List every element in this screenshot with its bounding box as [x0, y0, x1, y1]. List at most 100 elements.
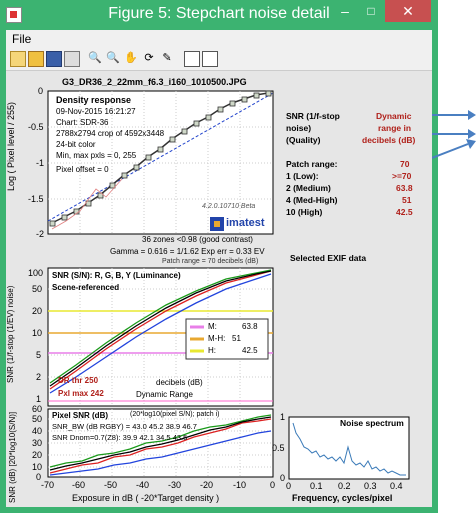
plot2-ytick-2: 20	[32, 306, 43, 316]
density-markers	[49, 90, 272, 227]
legend-h-label: H:	[208, 346, 216, 355]
open-icon[interactable]	[28, 51, 44, 67]
info-minmax: Min, max pxls = 0, 255	[56, 151, 137, 160]
pixel-snr-red	[49, 418, 272, 474]
plot2-dr-thr: DR thr 250	[58, 376, 99, 385]
spectrum-title: Noise spectrum	[340, 418, 404, 428]
zoom-in-icon[interactable]: 🔍	[88, 52, 102, 64]
info-date: 09-Nov-2015 16:21:27	[56, 107, 136, 116]
legend-icon[interactable]	[202, 51, 218, 67]
zoom-out-icon[interactable]: 🔍	[106, 52, 120, 64]
snr-red-curve	[49, 270, 272, 390]
info-crop: 2788x2794 crop of 4592x3448	[56, 129, 165, 138]
snr-table-col2-line3: decibels (dB)	[362, 135, 416, 145]
plot3-title: Pixel SNR (dB)	[52, 411, 109, 420]
plot3-ytick-6: 0	[36, 472, 42, 482]
arrow-head-1	[468, 110, 476, 120]
colorbar-icon[interactable]	[184, 51, 200, 67]
figure-svg	[47, 90, 410, 480]
figure-window: Figure 5: Stepchart noise detail – □ ✕ F…	[0, 0, 438, 513]
snr-table-col2-line2: range in	[378, 123, 412, 133]
arrow-line-3	[432, 143, 469, 159]
spectrum-xtick-4: 0.4	[390, 481, 403, 491]
menu-bar: File	[6, 30, 432, 48]
spectrum-ytick-1: 0.5	[272, 443, 285, 453]
plot3-xtick-4: -30	[168, 480, 182, 490]
pixel-snr-luminance	[49, 416, 272, 471]
noise-spectrum-curve	[292, 422, 406, 476]
title-bar[interactable]: Figure 5: Stepchart noise detail – □ ✕	[0, 0, 438, 30]
snr-table-col2-line1: Dynamic	[376, 111, 412, 121]
rotate-icon[interactable]: ⟳	[144, 52, 154, 64]
plot1-version: 4.2.0.10710 Beta	[202, 203, 256, 210]
plot1-file-title: G3_DR36_2_22mm_f6.3_i160_1010500.JPG	[62, 77, 247, 87]
arrow-head-2	[468, 129, 476, 139]
plot1-ytick-1: -0.5	[28, 122, 44, 132]
plot3-ylabel: SNR (dB) [20*log10(S/N)]	[8, 411, 17, 503]
plot2-subtitle: Scene-referenced	[52, 283, 120, 292]
snr-row-4-value: 42.5	[396, 207, 413, 217]
plot1-patch: Patch range = 70 decibels (dB)	[162, 258, 259, 265]
plot3-ytick-2: 40	[32, 426, 43, 436]
data-cursor-icon[interactable]: ✎	[162, 52, 172, 64]
plot2-ytick-4: 5	[36, 350, 42, 360]
snr-row-0-label: Patch range:	[286, 159, 338, 169]
plot2-dynamic-range: Dynamic Range	[136, 390, 193, 399]
plot2-pxl-max: Pxl max 242	[58, 389, 104, 398]
spectrum-ytick-0: 1	[280, 412, 286, 422]
plot1-ytick-4: -2	[36, 229, 45, 239]
pixel-snr-green	[49, 414, 272, 468]
spectrum-xtick-1: 0.1	[310, 481, 323, 491]
info-chart: Chart: SDR-36	[56, 118, 109, 127]
info-color: 24-bit color	[56, 140, 96, 149]
plot3-ytick-4: 20	[32, 450, 43, 460]
snr-table-col1-line1: SNR (1/f-stop	[286, 111, 340, 121]
plot3-xtick-1: -60	[72, 480, 86, 490]
new-file-icon[interactable]	[10, 51, 26, 67]
plot1-gamma: Gamma = 0.616 = 1/1.62 Exp err = 0.33 EV	[110, 247, 265, 256]
plot3-ytick-5: 10	[32, 462, 43, 472]
plot3-ytick-0: 60	[32, 404, 43, 414]
plot2-decibels: decibels (dB)	[156, 378, 203, 387]
plot1-heading: Density response	[56, 95, 132, 105]
plot1-ytick-0: 0	[38, 86, 44, 96]
plot2-ytick-1: 50	[32, 284, 43, 294]
pixel-snr-blue	[49, 430, 272, 476]
window-title: Figure 5: Stepchart noise detail	[108, 5, 330, 22]
spectrum-xtick-2: 0.2	[338, 481, 351, 491]
snr-row-3-value: 51	[402, 195, 412, 205]
pixel-snr-plot-area	[47, 408, 274, 478]
plot3-xtick-3: -40	[136, 480, 150, 490]
plot2-title: SNR (S/N): R, G, B, Y (Luminance)	[52, 271, 181, 280]
plot3-xtick-0: -70	[41, 480, 55, 490]
legend-m-value: 63.8	[242, 322, 258, 331]
plot2-ytick-3: 10	[32, 328, 43, 338]
arrow-head-3	[466, 139, 476, 149]
save-icon[interactable]	[46, 51, 62, 67]
minimize-button[interactable]: –	[341, 3, 349, 19]
plot3-xlabel: Exposure in dB ( -20*Target density )	[72, 493, 220, 503]
gamma-fit-line	[47, 92, 274, 222]
print-icon[interactable]	[64, 51, 80, 67]
close-button[interactable]: ✕	[385, 0, 431, 22]
toolbar: 🔍 🔍 ✋ ⟳ ✎	[6, 48, 432, 71]
legend-mh-value: 51	[232, 334, 241, 343]
pan-icon[interactable]: ✋	[124, 52, 138, 64]
plot1-ylabel: Log ( Pixel level / 255)	[6, 101, 16, 191]
snr-table-col1-line3: (Quality)	[286, 135, 321, 145]
plot2-ytick-5: 2	[36, 372, 42, 382]
snr-blue-curve	[49, 273, 272, 394]
plot3-ytick-1: 50	[32, 414, 43, 424]
plot3-xtick-6: -10	[233, 480, 247, 490]
snr-row-1-value: >=70	[392, 171, 412, 181]
snr-row-0-value: 70	[400, 159, 410, 169]
snr-row-2-label: 2 (Medium)	[286, 183, 331, 193]
maximize-button[interactable]: □	[367, 4, 375, 18]
plot2-ytick-0: 100	[28, 268, 44, 278]
figure-canvas: G3_DR36_2_22mm_f6.3_i160_1010500.JPG Den…	[6, 71, 432, 507]
menu-file[interactable]: File	[12, 32, 32, 46]
plot3-ytick-3: 30	[32, 438, 43, 448]
noise-spectrum-plot-area	[288, 416, 410, 480]
spectrum-xtick-3: 0.3	[364, 481, 377, 491]
plot3-xtick-5: -20	[200, 480, 214, 490]
